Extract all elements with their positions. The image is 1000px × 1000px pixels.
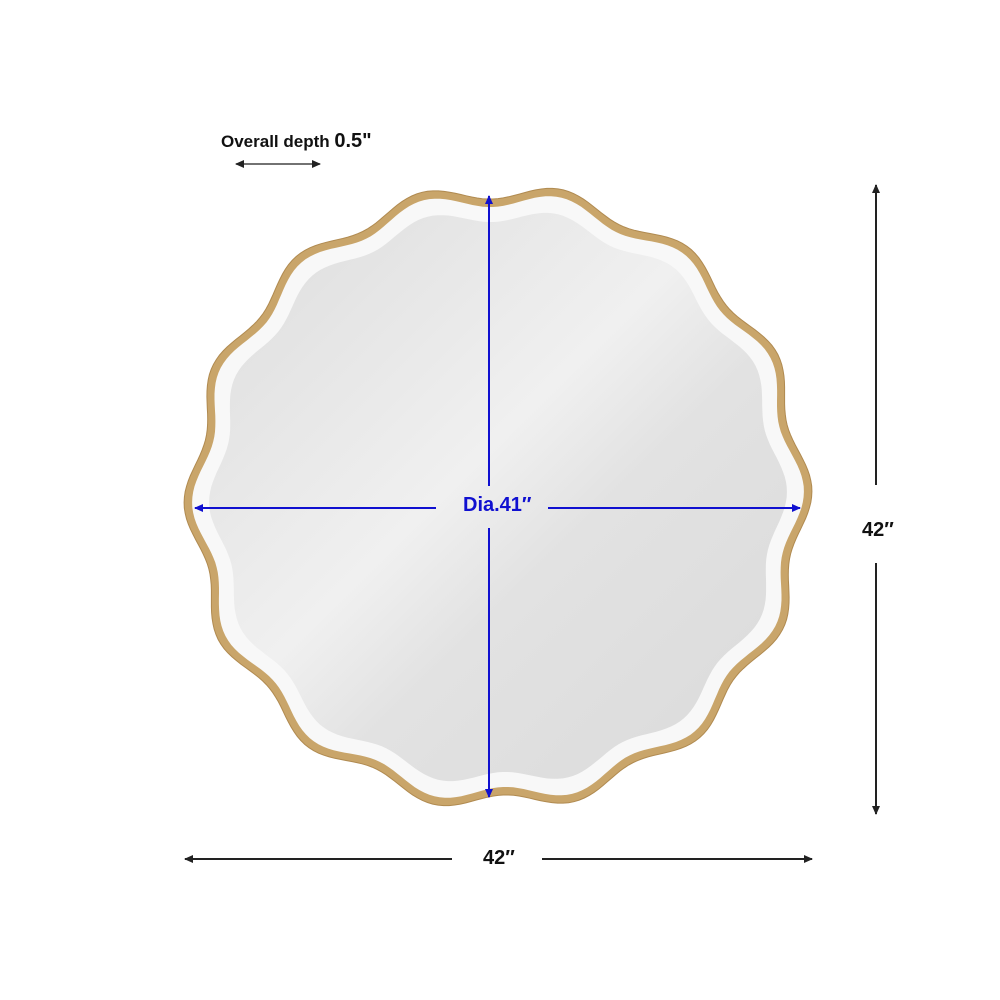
depth-label: Overall depth 0.5" bbox=[221, 130, 372, 153]
width-label: 42″ bbox=[483, 847, 515, 869]
mirror-glass bbox=[209, 212, 787, 782]
depth-value: 0.5" bbox=[334, 130, 372, 152]
depth-label-text: Overall depth bbox=[221, 132, 330, 151]
height-label: 42″ bbox=[862, 519, 894, 541]
diameter-label: Dia.41″ bbox=[463, 494, 532, 516]
